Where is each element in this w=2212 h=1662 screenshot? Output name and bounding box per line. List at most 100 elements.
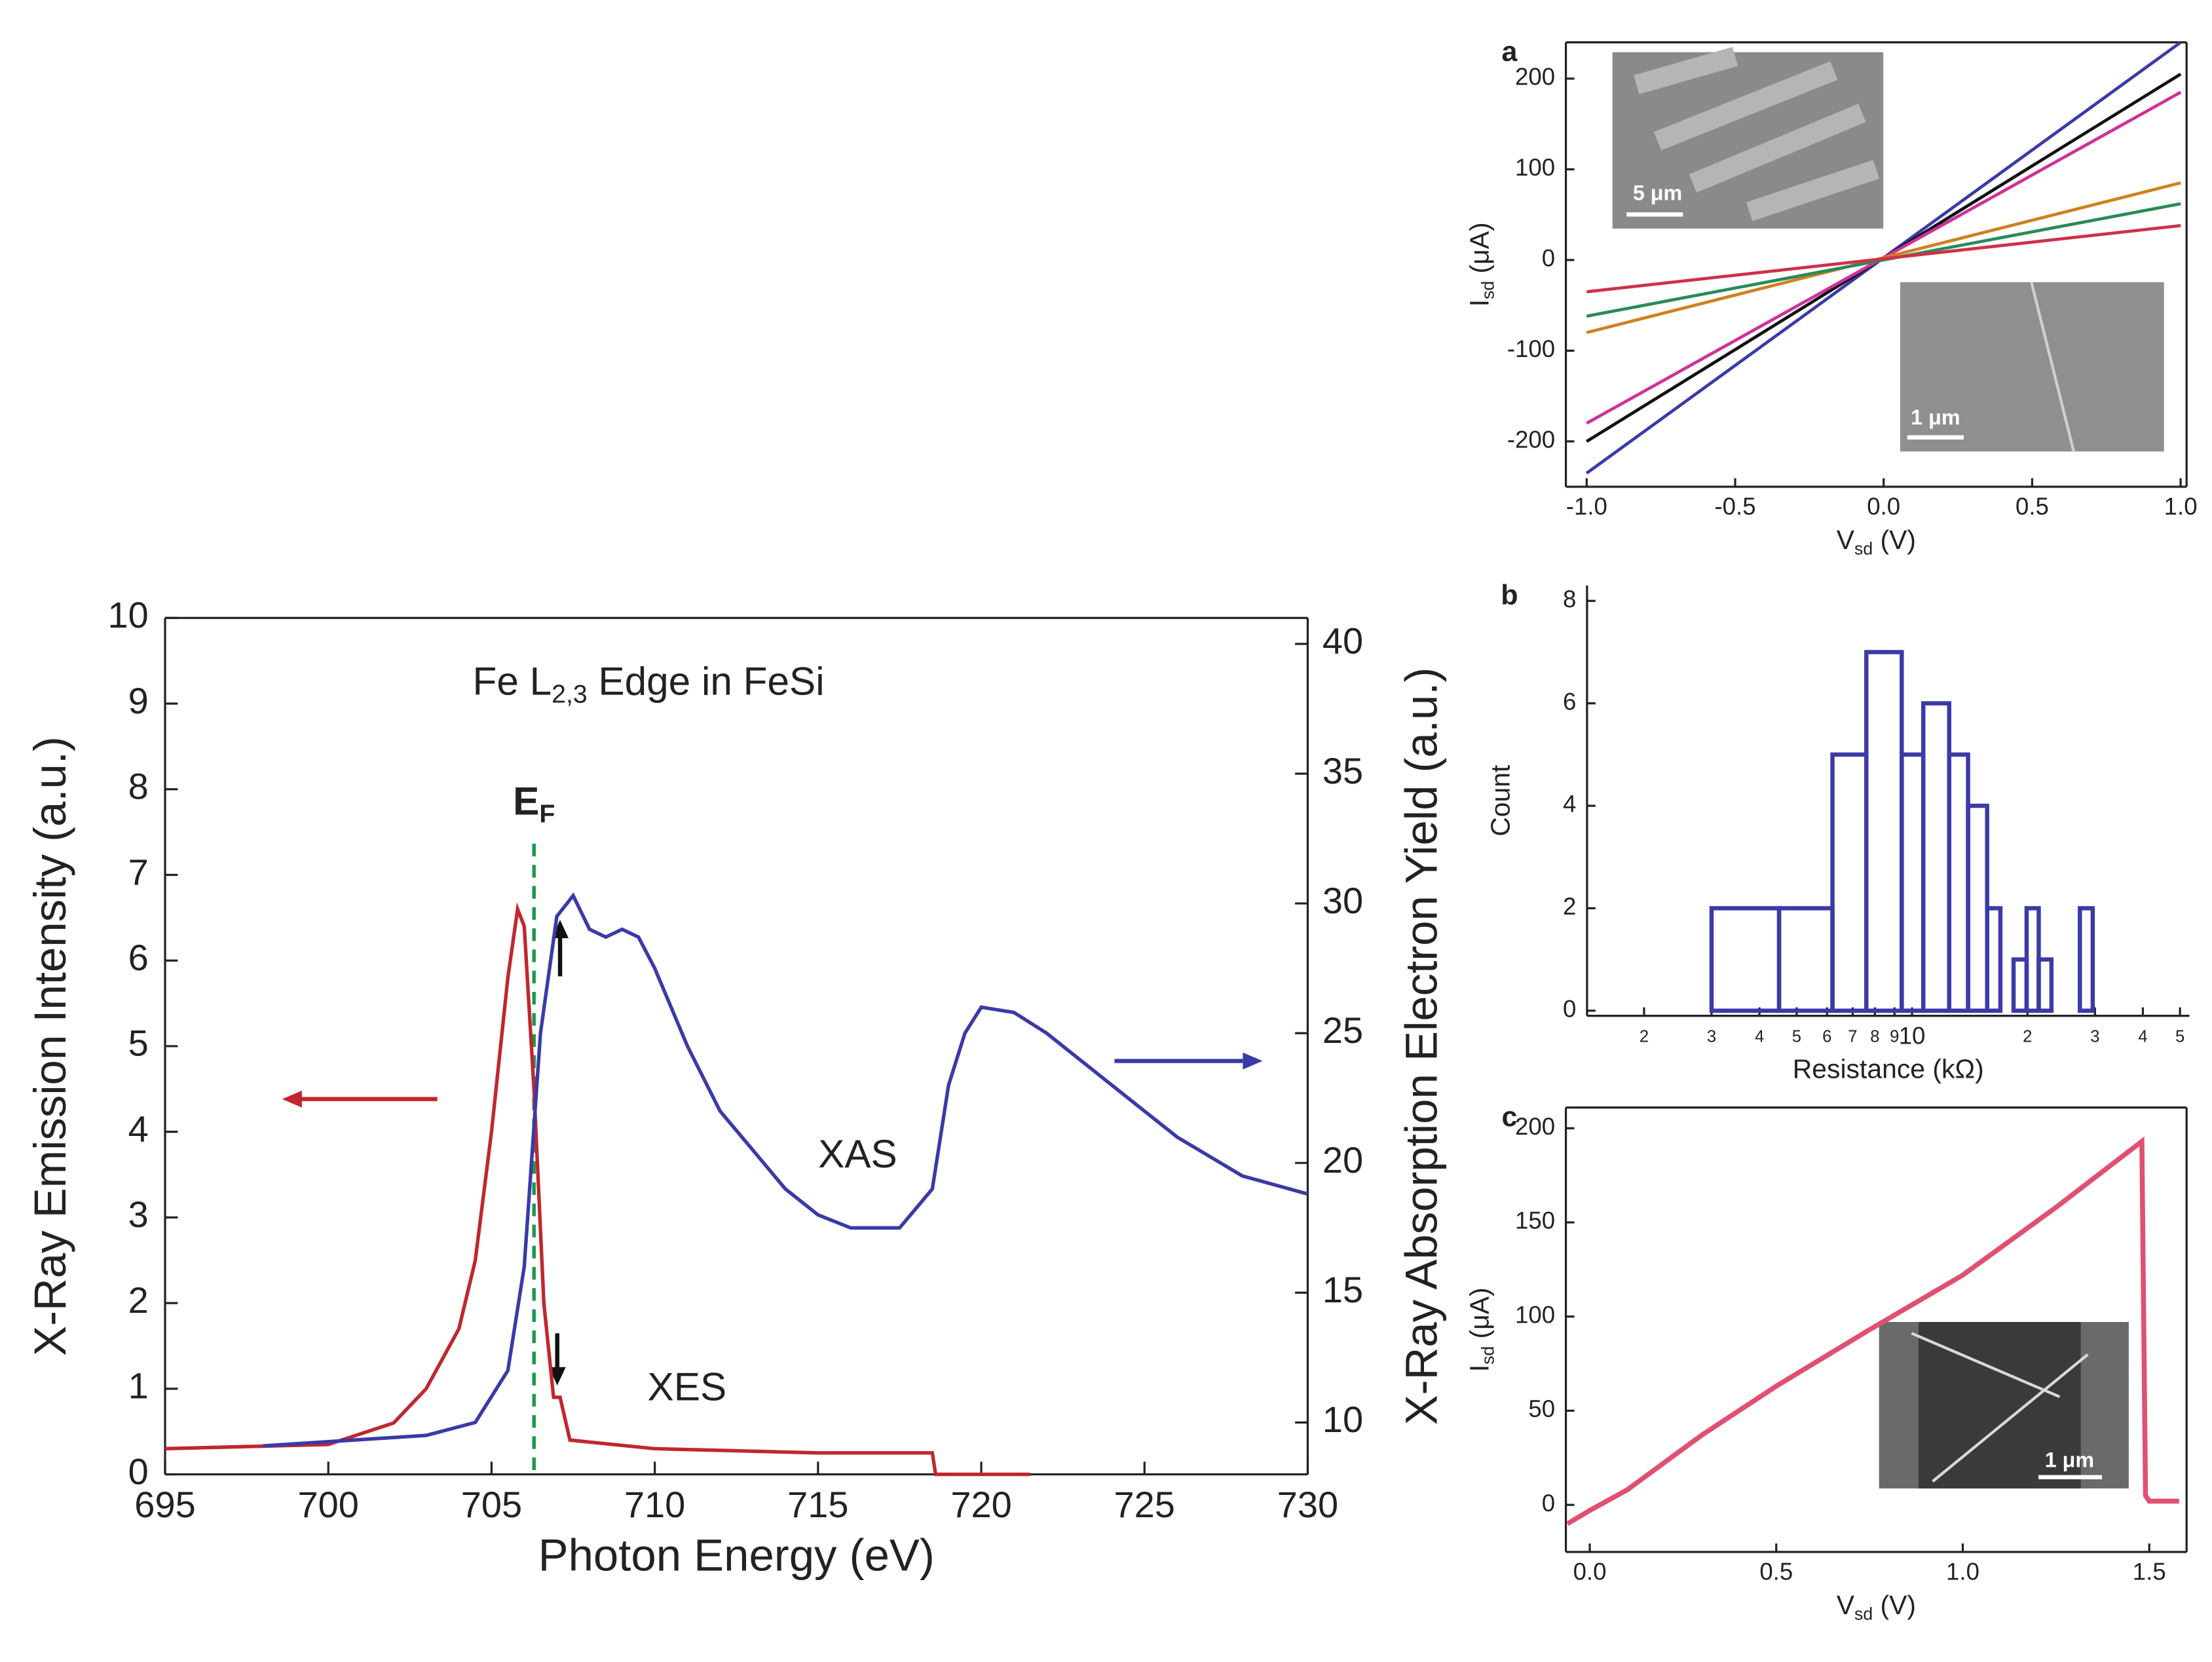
- x-tick-label: 3: [1707, 1027, 1716, 1046]
- x-tick-label: 5: [1792, 1027, 1801, 1046]
- x-tick-label: 0.5: [1759, 1558, 1793, 1585]
- y-tick-label: 4: [128, 1108, 149, 1149]
- x-tick-label: 1.0: [1946, 1558, 1979, 1585]
- y2-tick-label: 20: [1322, 1139, 1363, 1180]
- hist-bar: [1985, 906, 2003, 1013]
- hist-bar: [1966, 803, 1989, 1013]
- y-tick-label: 100: [1515, 154, 1555, 181]
- arrow-head: [1243, 1052, 1263, 1070]
- x-tick-label: 10: [1899, 1022, 1926, 1049]
- x-tick-label: 0.0: [1867, 493, 1900, 520]
- y-axis-label: Count: [1485, 765, 1515, 837]
- x-tick-label: 730: [1277, 1484, 1338, 1525]
- x-tick-label: 720: [950, 1484, 1011, 1525]
- y-tick-label: 0: [1563, 995, 1576, 1022]
- x-axis-label-part: sd: [1854, 1604, 1873, 1624]
- y-axis-label: Isd (μA): [1464, 222, 1497, 307]
- panel-label: c: [1501, 1101, 1517, 1133]
- x-axis-label-part: (V): [1873, 1590, 1916, 1620]
- inset-scale-label: 5 μm: [1633, 181, 1682, 205]
- x-tick-label: 3: [2090, 1027, 2099, 1046]
- x-tick-label: -1.0: [1566, 493, 1607, 520]
- hist-bar: [1947, 752, 1970, 1013]
- inset-wire: [2030, 282, 2075, 452]
- y-tick-label: 2: [128, 1279, 149, 1321]
- y-tick-label: 8: [1563, 586, 1576, 613]
- y-tick-label: 0: [1542, 1490, 1555, 1517]
- inset-gap: [1919, 1321, 2081, 1489]
- y-tick-label: -100: [1507, 335, 1555, 362]
- panel-label: b: [1501, 579, 1518, 611]
- x-tick-label: 705: [461, 1484, 522, 1525]
- series-line: [263, 892, 1309, 1448]
- y-tick-label: 200: [1515, 64, 1555, 90]
- y-tick-label: 6: [1563, 688, 1576, 715]
- x-tick-label: 7: [1848, 1027, 1857, 1046]
- y-tick-label: 150: [1515, 1207, 1555, 1234]
- y2-tick-label: 30: [1322, 880, 1363, 921]
- y-axis-label-part: I: [1464, 299, 1494, 307]
- y-axis-label-part: I: [1464, 1365, 1494, 1372]
- y2-axis-label: X-Ray Absorption Electron Yield (a.u.): [1396, 668, 1446, 1426]
- x-axis-label-part: V: [1837, 1590, 1855, 1620]
- inset-wire: [1911, 1332, 2089, 1483]
- y2-tick-label: 40: [1322, 620, 1363, 662]
- series-label: XES: [648, 1364, 727, 1408]
- inset-scale-label: 1 μm: [1911, 406, 1960, 429]
- hist-bar: [2078, 906, 2095, 1013]
- x-axis-label: Vsd (V): [1837, 525, 1916, 558]
- hist-bar: [1864, 650, 1904, 1013]
- hist-bar: [1900, 752, 1926, 1013]
- y-tick-label: 4: [1563, 791, 1576, 818]
- inset-image: [1900, 282, 2164, 452]
- series-line: [1566, 1136, 2179, 1526]
- series-line: [1586, 224, 2181, 293]
- y-tick-label: 0: [128, 1450, 149, 1492]
- chart-title-part: Fe L: [473, 658, 552, 703]
- x-tick-label: -0.5: [1714, 493, 1755, 520]
- series-line: [164, 902, 1030, 1477]
- y-tick-label: 100: [1515, 1301, 1555, 1328]
- y-tick-label: 8: [128, 766, 149, 807]
- x-tick-label: 715: [787, 1484, 848, 1525]
- x-axis-label: Vsd (V): [1837, 1590, 1916, 1623]
- x-tick-label: 1.0: [2164, 493, 2198, 520]
- x-tick-label: 1.5: [2133, 1558, 2166, 1585]
- y2-tick-label: 10: [1322, 1399, 1363, 1440]
- y-tick-label: 0: [1542, 245, 1555, 272]
- x-tick-label: 710: [624, 1484, 685, 1525]
- x-axis-label: Photon Energy (eV): [538, 1530, 935, 1581]
- y-tick-label: 2: [1563, 893, 1576, 920]
- arrow-head: [282, 1090, 302, 1108]
- x-axis-label: Resistance (kΩ): [1793, 1054, 1984, 1084]
- x-tick-label: 6: [1822, 1027, 1831, 1046]
- y-tick-label: 50: [1528, 1395, 1555, 1422]
- y-tick-label: 7: [128, 851, 149, 892]
- x-tick-label: 700: [298, 1484, 359, 1525]
- x-axis-label-part: (V): [1873, 525, 1916, 555]
- x-tick-label: 9: [1890, 1027, 1899, 1046]
- y2-tick-label: 15: [1322, 1269, 1363, 1310]
- x-tick-label: 5: [2175, 1027, 2184, 1046]
- x-tick-label: 8: [1870, 1027, 1879, 1046]
- y2-tick-label: 35: [1322, 750, 1363, 791]
- hist-bar: [1921, 701, 1952, 1013]
- y-axis-label-part: (μA): [1464, 1287, 1494, 1346]
- y-axis-label-part: sd: [1478, 281, 1498, 299]
- x-tick-label: 0.0: [1573, 1558, 1607, 1585]
- x-tick-label: 4: [2138, 1027, 2147, 1046]
- x-tick-label: 725: [1114, 1484, 1175, 1525]
- hist-bar: [1709, 906, 1782, 1013]
- y-tick-label: 5: [128, 1023, 149, 1064]
- y-tick-label: 200: [1515, 1113, 1555, 1140]
- chart-title-part: 2,3: [552, 681, 587, 709]
- y-axis-label-part: sd: [1478, 1346, 1498, 1365]
- y2-tick-label: 25: [1322, 1010, 1363, 1051]
- chart-title: Fe L2,3 Edge in FeSi: [473, 658, 825, 709]
- x-tick-label: 2: [2023, 1027, 2032, 1046]
- arrow-head: [548, 1367, 566, 1386]
- arrows: [282, 920, 1263, 1386]
- x-tick-label: 695: [134, 1484, 195, 1525]
- inset-scale-label: 1 μm: [2045, 1448, 2094, 1472]
- x-axis-label-part: sd: [1854, 539, 1873, 559]
